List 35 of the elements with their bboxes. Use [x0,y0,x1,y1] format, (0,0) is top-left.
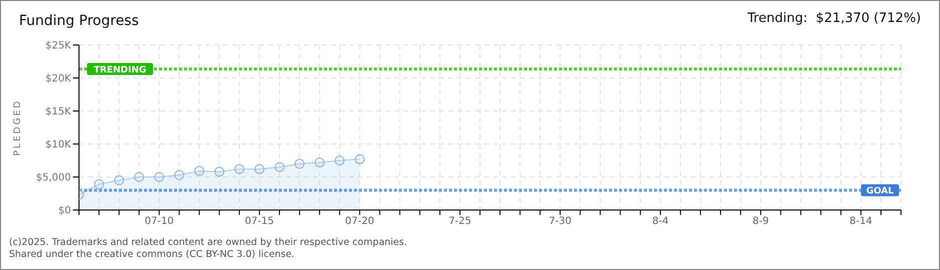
text: Shared under the creative commons (CC BY-NC 3.0) license. [9,249,296,261]
point [174,170,184,180]
point [254,164,264,174]
x-tick-label: 07-10 [144,216,174,228]
point [214,166,224,177]
point [274,162,284,172]
ref-line-label: GOAL [866,186,894,197]
text: Trending: $21,370 (712%) [747,11,921,26]
text: (c)2025. Trademarks and related content are owned by their respective companies. [9,237,407,249]
point [314,157,325,168]
point [114,175,124,186]
y-axis-title: PLEDGED [13,99,24,156]
y-tick-label: $0 [58,206,71,217]
x-tick-label: 7-25 [448,216,472,228]
y-tick-label: $5,000 [36,172,71,184]
x-tick-label: 8-4 [652,216,669,228]
y-tick-label: $25K [45,40,72,52]
y-tick-label: $20K [45,74,72,85]
point [154,172,164,182]
point [334,156,345,166]
point [294,158,305,169]
x-tick-label: 8-14 [850,216,872,228]
point [94,179,104,190]
x-tick-label: 07-20 [345,216,374,228]
y-tick-label: $15K [45,106,72,118]
point [234,164,244,174]
point [354,154,365,164]
point [134,172,144,182]
chart-title: Funding Progress [19,13,139,29]
y-tick-label: $10K [45,140,72,151]
x-tick-label: 07-15 [244,216,274,228]
x-tick-label: 7-30 [548,216,572,228]
x-tick-label: 8-9 [752,216,769,228]
ref-line-label: TRENDING [94,65,146,76]
point [194,166,204,176]
